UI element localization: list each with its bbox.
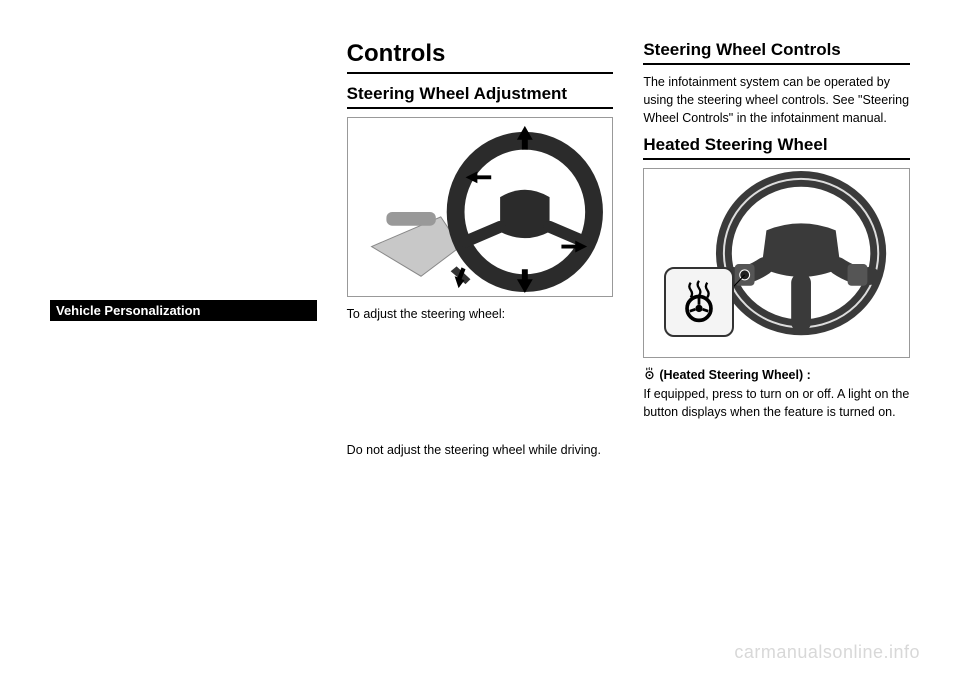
heading-controls: Controls <box>347 40 614 74</box>
heated-wheel-label: (Heated Steering Wheel) : <box>659 368 810 382</box>
paragraph-infotainment: The infotainment system can be operated … <box>643 73 910 127</box>
watermark: carmanualsonline.info <box>734 642 920 663</box>
paragraph-heated-wheel: (Heated Steering Wheel) : If equipped, p… <box>643 366 910 421</box>
warning-do-not-adjust: Do not adjust the steering wheel while d… <box>347 441 614 459</box>
heading-heated-steering-wheel: Heated Steering Wheel <box>643 135 910 160</box>
heading-steering-adjustment: Steering Wheel Adjustment <box>347 84 614 109</box>
section-bar-personalization: Vehicle Personalization <box>50 300 317 321</box>
heated-wheel-icon-inset <box>664 267 734 337</box>
heading-steering-wheel-controls: Steering Wheel Controls <box>643 40 910 65</box>
heated-wheel-icon <box>643 367 656 385</box>
caption-adjust: To adjust the steering wheel: <box>347 305 614 323</box>
heated-wheel-description: If equipped, press to turn on or off. A … <box>643 387 909 419</box>
figure-steering-adjustment <box>347 117 614 297</box>
figure-heated-steering-wheel <box>643 168 910 358</box>
